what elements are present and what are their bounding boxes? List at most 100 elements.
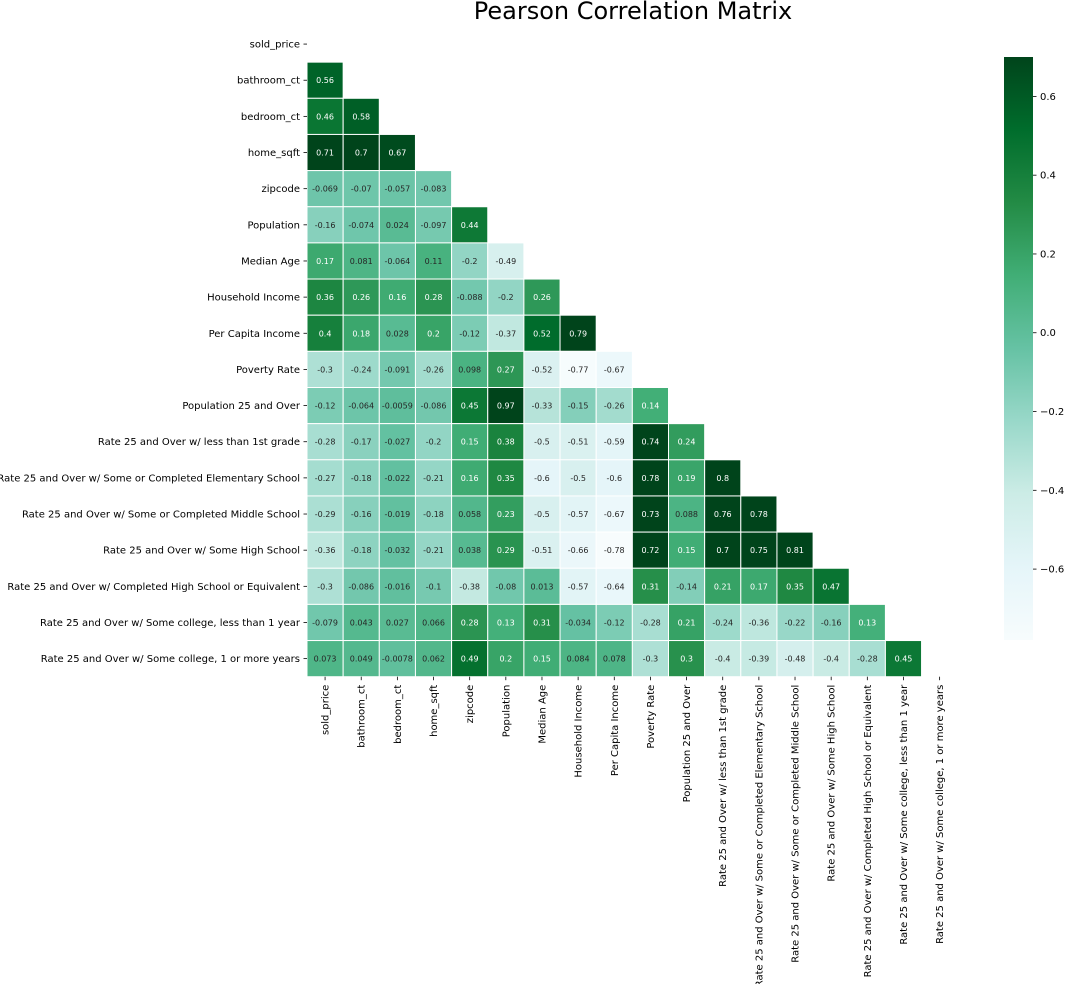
cell-value-label: -0.14 bbox=[676, 582, 697, 591]
cell-value-label: 0.78 bbox=[750, 510, 768, 519]
cell-value-label: -0.67 bbox=[604, 365, 625, 374]
cell-value-label: 0.11 bbox=[425, 257, 443, 266]
cell-value-label: 0.38 bbox=[497, 438, 515, 447]
heatmap-cell bbox=[812, 640, 850, 678]
cell-value-label: -0.48 bbox=[785, 655, 806, 664]
colorbar: 0.6 0.4 0.2 0.0 −0.2 −0.4 −0.6 bbox=[1004, 57, 1064, 640]
cell-value-label: -0.086 bbox=[421, 402, 447, 411]
heatmap-cell bbox=[342, 603, 380, 642]
cell-value-label: -0.27 bbox=[315, 474, 336, 483]
cell-value-label: -0.079 bbox=[312, 618, 338, 627]
heatmap-cell bbox=[704, 459, 742, 497]
x-tick-label: Population 25 and Over bbox=[682, 684, 693, 803]
cell-value-label: -0.022 bbox=[384, 474, 410, 483]
heatmap-cell bbox=[631, 459, 669, 497]
y-tick-label: Poverty Rate bbox=[236, 365, 300, 376]
cell-value-label: 0.75 bbox=[750, 546, 768, 555]
cell-value-label: -0.5 bbox=[534, 510, 550, 519]
cell-value-label: 0.088 bbox=[675, 510, 698, 519]
cell-value-label: 0.16 bbox=[461, 474, 479, 483]
cell-value-label: -0.2 bbox=[462, 257, 478, 266]
cell-value-label: 0.27 bbox=[497, 365, 515, 374]
cell-value-label: 0.084 bbox=[567, 655, 590, 664]
heatmap-cell bbox=[704, 640, 742, 678]
heatmap-cell bbox=[668, 495, 706, 533]
x-tick-label: sold_price bbox=[321, 685, 332, 735]
heatmap-cell bbox=[306, 423, 344, 461]
cell-value-label: -0.4 bbox=[823, 655, 839, 664]
cell-value-label: -0.07 bbox=[351, 185, 372, 194]
cell-value-label: 0.024 bbox=[386, 221, 409, 230]
cell-value-label: -0.032 bbox=[384, 546, 410, 555]
heatmap-cell bbox=[595, 603, 633, 642]
heatmap-cell bbox=[487, 278, 525, 316]
cell-value-label: -0.097 bbox=[421, 221, 447, 230]
heatmap-cell bbox=[342, 640, 380, 678]
colorbar-gradient bbox=[1004, 57, 1033, 640]
heatmap-cell bbox=[342, 459, 380, 497]
x-axis-labels: sold_price bathroom_ct bedroom_ct home_sqft… bbox=[321, 676, 946, 984]
heatmap-cell bbox=[487, 603, 525, 642]
cell-value-label: -0.16 bbox=[351, 510, 372, 519]
heatmap-cell bbox=[740, 567, 778, 605]
y-axis-labels: sold_price bathroom_ct bedroom_ct home_sqft… bbox=[0, 40, 307, 665]
heatmap-cell bbox=[668, 531, 706, 569]
heatmap-cell bbox=[487, 350, 525, 389]
heatmap-cell bbox=[595, 350, 633, 389]
cell-value-label: -0.29 bbox=[315, 510, 336, 519]
heatmap-cell bbox=[740, 495, 778, 533]
cell-value-label: 0.46 bbox=[316, 112, 334, 121]
x-tick-label: Poverty Rate bbox=[646, 685, 657, 749]
heatmap-cell bbox=[523, 459, 561, 497]
cell-value-label: -0.18 bbox=[351, 546, 372, 555]
heatmap-cell bbox=[414, 531, 453, 569]
heatmap-cell bbox=[559, 459, 597, 497]
y-tick-label: home_sqft bbox=[248, 148, 300, 159]
y-tick-label: sold_price bbox=[250, 40, 300, 51]
cell-value-label: -0.22 bbox=[785, 618, 806, 627]
heatmap-cell bbox=[487, 459, 525, 497]
x-tick-label: Rate 25 and Over w/ less than 1st grade bbox=[718, 685, 729, 887]
cell-value-label: 0.79 bbox=[569, 329, 587, 338]
cell-value-label: 0.23 bbox=[497, 510, 515, 519]
y-tick-label: Population 25 and Over bbox=[182, 401, 301, 412]
x-tick-label: Per Capita Income bbox=[610, 685, 621, 776]
heatmap-cell bbox=[342, 206, 380, 244]
heatmap-cell bbox=[414, 206, 453, 244]
cell-value-label: -0.57 bbox=[568, 582, 589, 591]
heatmap-cell bbox=[776, 603, 814, 642]
heatmap-cell bbox=[523, 567, 561, 605]
heatmap-cell bbox=[595, 495, 633, 533]
cell-value-label: -0.78 bbox=[604, 546, 625, 555]
cell-value-label: 0.2 bbox=[427, 329, 440, 338]
heatmap-cell bbox=[306, 314, 344, 352]
cell-value-label: 0.16 bbox=[388, 293, 406, 302]
y-tick-label: Rate 25 and Over w/ Some High School bbox=[103, 546, 300, 557]
cell-value-label: -0.2 bbox=[426, 438, 442, 447]
heatmap-cell bbox=[451, 387, 489, 425]
x-tick-label: Rate 25 and Over w/ Completed High Schoo… bbox=[863, 685, 874, 978]
y-tick-label: Population bbox=[247, 220, 300, 231]
cell-value-label: 0.71 bbox=[316, 149, 334, 158]
x-tick-label: Rate 25 and Over w/ Some college, less t… bbox=[899, 684, 910, 945]
heatmap-cell bbox=[595, 387, 633, 425]
cell-value-label: -0.21 bbox=[423, 474, 444, 483]
cell-value-label: -0.59 bbox=[604, 438, 625, 447]
cell-value-label: -0.39 bbox=[749, 655, 770, 664]
cell-value-label: -0.091 bbox=[384, 365, 410, 374]
cell-value-label: 0.7 bbox=[716, 546, 729, 555]
heatmap-cell bbox=[523, 531, 561, 569]
cell-value-label: -0.12 bbox=[315, 402, 336, 411]
cell-value-label: 0.3 bbox=[680, 655, 693, 664]
heatmap-cell bbox=[704, 531, 742, 569]
colorbar-tick-label: 0.6 bbox=[1040, 92, 1056, 103]
cell-value-label: -0.28 bbox=[640, 618, 661, 627]
cell-value-label: -0.66 bbox=[568, 546, 589, 555]
heatmap-cell bbox=[451, 567, 489, 605]
cell-value-label: -0.37 bbox=[495, 329, 516, 338]
cell-value-label: -0.083 bbox=[421, 185, 447, 194]
cell-value-label: -0.0059 bbox=[382, 402, 413, 411]
colorbar-tick-label: −0.2 bbox=[1040, 407, 1064, 418]
colorbar-tick-label: 0.2 bbox=[1040, 249, 1056, 260]
